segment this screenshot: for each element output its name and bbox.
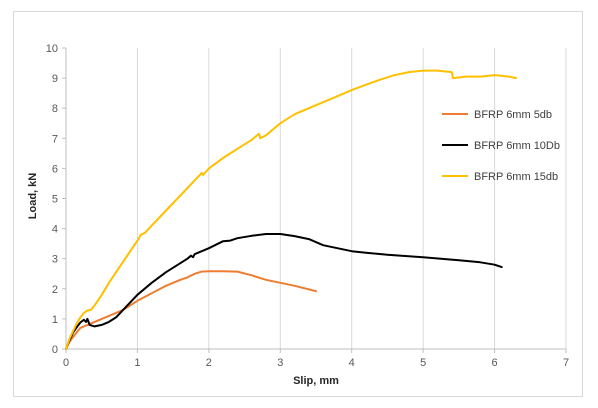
y-tick-label-9: 9 <box>52 73 58 85</box>
y-tick-label-4: 4 <box>52 224 58 236</box>
x-axis-title: Slip, mm <box>293 375 339 387</box>
legend-label-3: BFRP 6mm 15db <box>474 171 558 183</box>
x-tick-label-1: 1 <box>134 357 140 369</box>
y-tick-label-3: 3 <box>52 254 58 266</box>
y-tick-label-6: 6 <box>52 163 58 175</box>
y-tick-label-1: 1 <box>52 314 58 326</box>
y-tick-label-5: 5 <box>52 194 58 206</box>
y-tick-label-10: 10 <box>46 43 58 55</box>
legend-label-1: BFRP 6mm 5db <box>474 109 552 121</box>
x-tick-label-4: 4 <box>349 357 355 369</box>
series-line-1 <box>65 270 317 350</box>
legend: BFRP 6mm 5db BFRP 6mm 10Db BFRP 6mm 15db <box>442 109 560 183</box>
y-tick-label-2: 2 <box>52 284 58 296</box>
x-tick-label-6: 6 <box>492 357 498 369</box>
y-tick-label-7: 7 <box>52 133 58 145</box>
y-tick-label-0: 0 <box>52 344 58 356</box>
legend-label-2: BFRP 6mm 10Db <box>474 140 560 152</box>
x-tick-label-2: 2 <box>206 357 212 369</box>
axis-layer: 0 1 2 3 4 5 6 7 8 9 10 0 1 2 3 4 5 6 7 <box>46 43 569 369</box>
grid-layer <box>136 48 567 349</box>
x-tick-label-7: 7 <box>563 357 569 369</box>
series-layer <box>65 69 517 350</box>
y-tick-label-8: 8 <box>52 103 58 115</box>
x-tick-label-0: 0 <box>63 357 69 369</box>
series-line-3 <box>65 69 517 350</box>
x-tick-label-5: 5 <box>420 357 426 369</box>
x-tick-label-3: 3 <box>277 357 283 369</box>
series-line-2 <box>65 233 503 350</box>
y-axis-title: Load, kN <box>27 173 39 220</box>
